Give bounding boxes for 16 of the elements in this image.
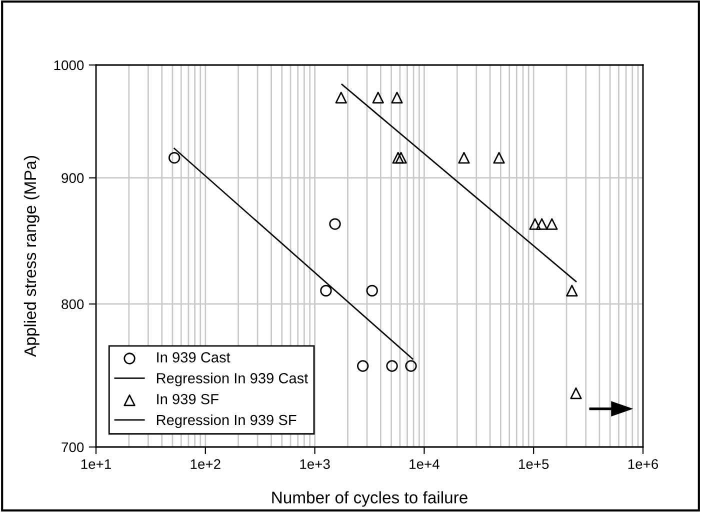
x-tick-label: 1e+2	[190, 459, 220, 470]
x-tick-label: 1e+6	[628, 459, 658, 470]
legend-label: Regression In 939 Cast	[156, 372, 308, 386]
y-tick-label: 700	[62, 442, 84, 452]
legend-label: Regression In 939 SF	[156, 414, 296, 428]
x-axis-title: Number of cycles to failure	[272, 491, 468, 507]
legend-label: In 939 Cast	[157, 352, 230, 362]
legend-label: In 939 SF	[157, 394, 218, 404]
y-axis-title: Applied stress range (MPa)	[24, 156, 40, 357]
x-tick-label: 1e+4	[410, 459, 440, 470]
y-tick-label: 800	[62, 299, 84, 310]
x-tick-label: 1e+5	[519, 459, 549, 470]
y-tick-label: 900	[62, 173, 84, 184]
y-tick-label: 1000	[54, 60, 84, 70]
x-tick-label: 1e+1	[81, 459, 111, 470]
x-tick-label: 1e+3	[300, 459, 330, 470]
